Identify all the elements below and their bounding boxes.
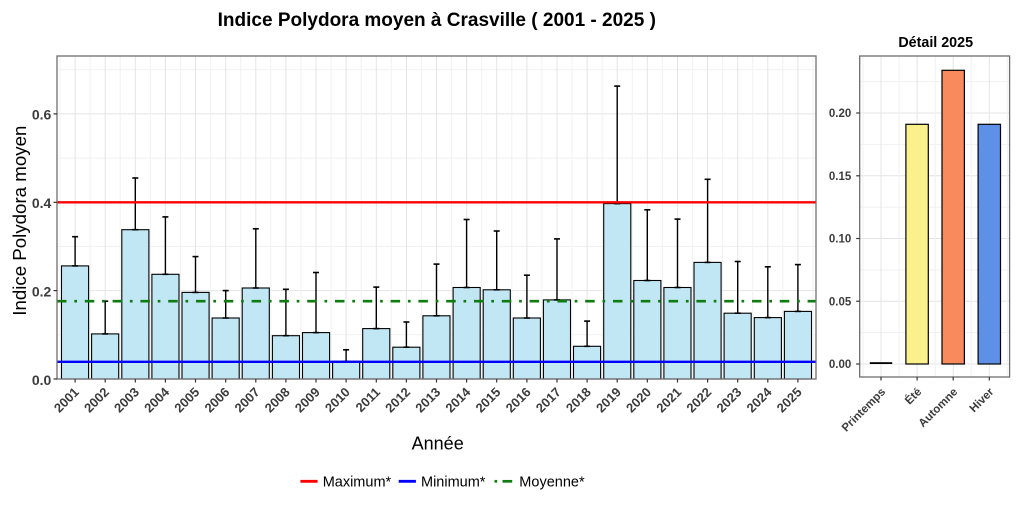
svg-text:0.6: 0.6	[32, 107, 52, 123]
svg-text:Détail 2025: Détail 2025	[898, 35, 973, 51]
svg-text:Minimum*: Minimum*	[421, 475, 486, 491]
svg-text:Moyenne*: Moyenne*	[519, 475, 585, 491]
svg-text:0.2: 0.2	[32, 283, 52, 299]
svg-text:0.10: 0.10	[829, 234, 851, 246]
svg-text:0.20: 0.20	[829, 108, 851, 120]
svg-text:0.4: 0.4	[32, 195, 52, 211]
svg-text:0.05: 0.05	[829, 296, 852, 308]
svg-text:Maximum*: Maximum*	[323, 475, 392, 491]
svg-text:0.15: 0.15	[829, 171, 852, 183]
svg-text:0.0: 0.0	[32, 372, 52, 388]
svg-text:Indice Polydora moyen à Crasvi: Indice Polydora moyen à Crasville ( 2001…	[218, 10, 656, 31]
svg-text:Indice Polydora moyen: Indice Polydora moyen	[9, 126, 30, 316]
svg-text:0.00: 0.00	[829, 359, 851, 371]
svg-text:Année: Année	[412, 433, 464, 453]
